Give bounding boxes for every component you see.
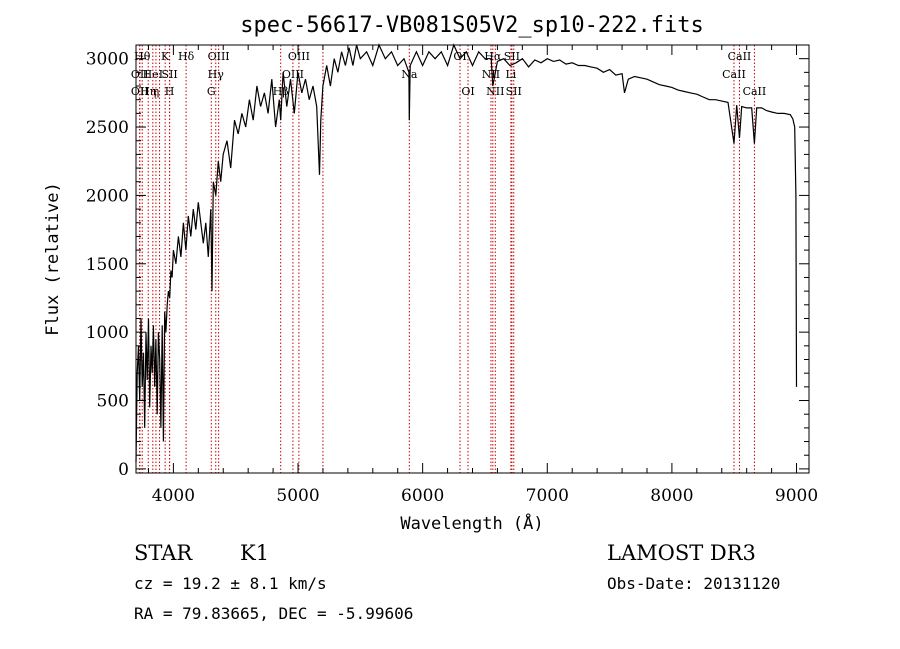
line-label-7: K bbox=[161, 50, 170, 63]
line-label-15: OIII bbox=[282, 68, 304, 81]
line-label-16: OIII bbox=[288, 50, 310, 63]
line-label-13: OIII bbox=[208, 50, 230, 63]
line-label-1: OII bbox=[131, 68, 149, 81]
line-label-14: Hβ bbox=[273, 85, 289, 98]
axis-ticks: 4000 5000 6000 7000 8000 9000 0 500 1000 1500 2000… bbox=[86, 44, 818, 506]
x-tick-label: 8000 bbox=[650, 486, 693, 506]
x-tick-label: 7000 bbox=[526, 486, 569, 506]
redshift-text: cz = 19.2 ± 8.1 km/s bbox=[134, 574, 327, 593]
line-label-20: OI bbox=[461, 85, 474, 98]
line-label-0: Hθ bbox=[134, 50, 151, 63]
y-tick-label: 2500 bbox=[86, 118, 129, 138]
y-tick-label: 0 bbox=[118, 460, 129, 480]
line-label-26: SII bbox=[506, 85, 522, 98]
spectrum-line bbox=[135, 43, 798, 463]
plot-frame bbox=[135, 44, 810, 474]
y-tick-label: 1000 bbox=[86, 323, 129, 343]
spectral-line-markers bbox=[139, 45, 755, 473]
line-label-23: NII bbox=[486, 85, 504, 98]
x-tick-label: 5000 bbox=[276, 486, 319, 506]
x-tick-label: 9000 bbox=[775, 486, 818, 506]
line-label-2: OII bbox=[131, 85, 149, 98]
line-label-3: Hη bbox=[140, 85, 156, 98]
coordinates-text: RA = 79.83665, DEC = -5.99606 bbox=[134, 604, 413, 623]
line-label-11: G bbox=[207, 85, 216, 98]
line-label-8: H bbox=[165, 85, 175, 98]
chart-title: spec-56617-VB081S05V2_sp10-222.fits bbox=[240, 13, 704, 38]
y-axis-label: Flux (relative) bbox=[43, 182, 63, 336]
object-subclass: K1 bbox=[240, 541, 269, 565]
x-axis-label: Wavelength (Å) bbox=[400, 512, 543, 534]
line-label-5: η bbox=[153, 85, 160, 98]
survey-name: LAMOST DR3 bbox=[607, 541, 756, 565]
observation-date: Obs-Date: 20131120 bbox=[607, 574, 780, 593]
line-label-12: Hγ bbox=[208, 68, 225, 81]
line-label-10: Hδ bbox=[178, 50, 195, 63]
line-label-24: Li bbox=[505, 68, 516, 81]
line-label-19: OI bbox=[453, 50, 466, 63]
line-label-25: SII bbox=[504, 50, 520, 63]
line-label-4: HeI bbox=[143, 68, 163, 81]
y-tick-label: 2000 bbox=[86, 186, 129, 206]
y-tick-label: 1500 bbox=[86, 255, 129, 275]
y-tick-label: 3000 bbox=[86, 50, 129, 70]
spectral-line-labels: HθOIIOIIHηHeIηKHSIIHδGHγOIIIHβOIIIOIIINa… bbox=[131, 50, 766, 98]
line-label-28: CaII bbox=[728, 50, 752, 63]
object-class: STAR bbox=[134, 541, 193, 565]
line-label-27: CaII bbox=[722, 68, 746, 81]
line-label-22: Hα bbox=[484, 50, 502, 63]
x-tick-label: 6000 bbox=[401, 486, 444, 506]
line-label-21: NII bbox=[482, 68, 500, 81]
line-label-29: CaII bbox=[743, 85, 767, 98]
y-tick-label: 500 bbox=[97, 392, 129, 412]
x-tick-label: 4000 bbox=[152, 486, 195, 506]
line-label-9: SII bbox=[162, 68, 178, 81]
